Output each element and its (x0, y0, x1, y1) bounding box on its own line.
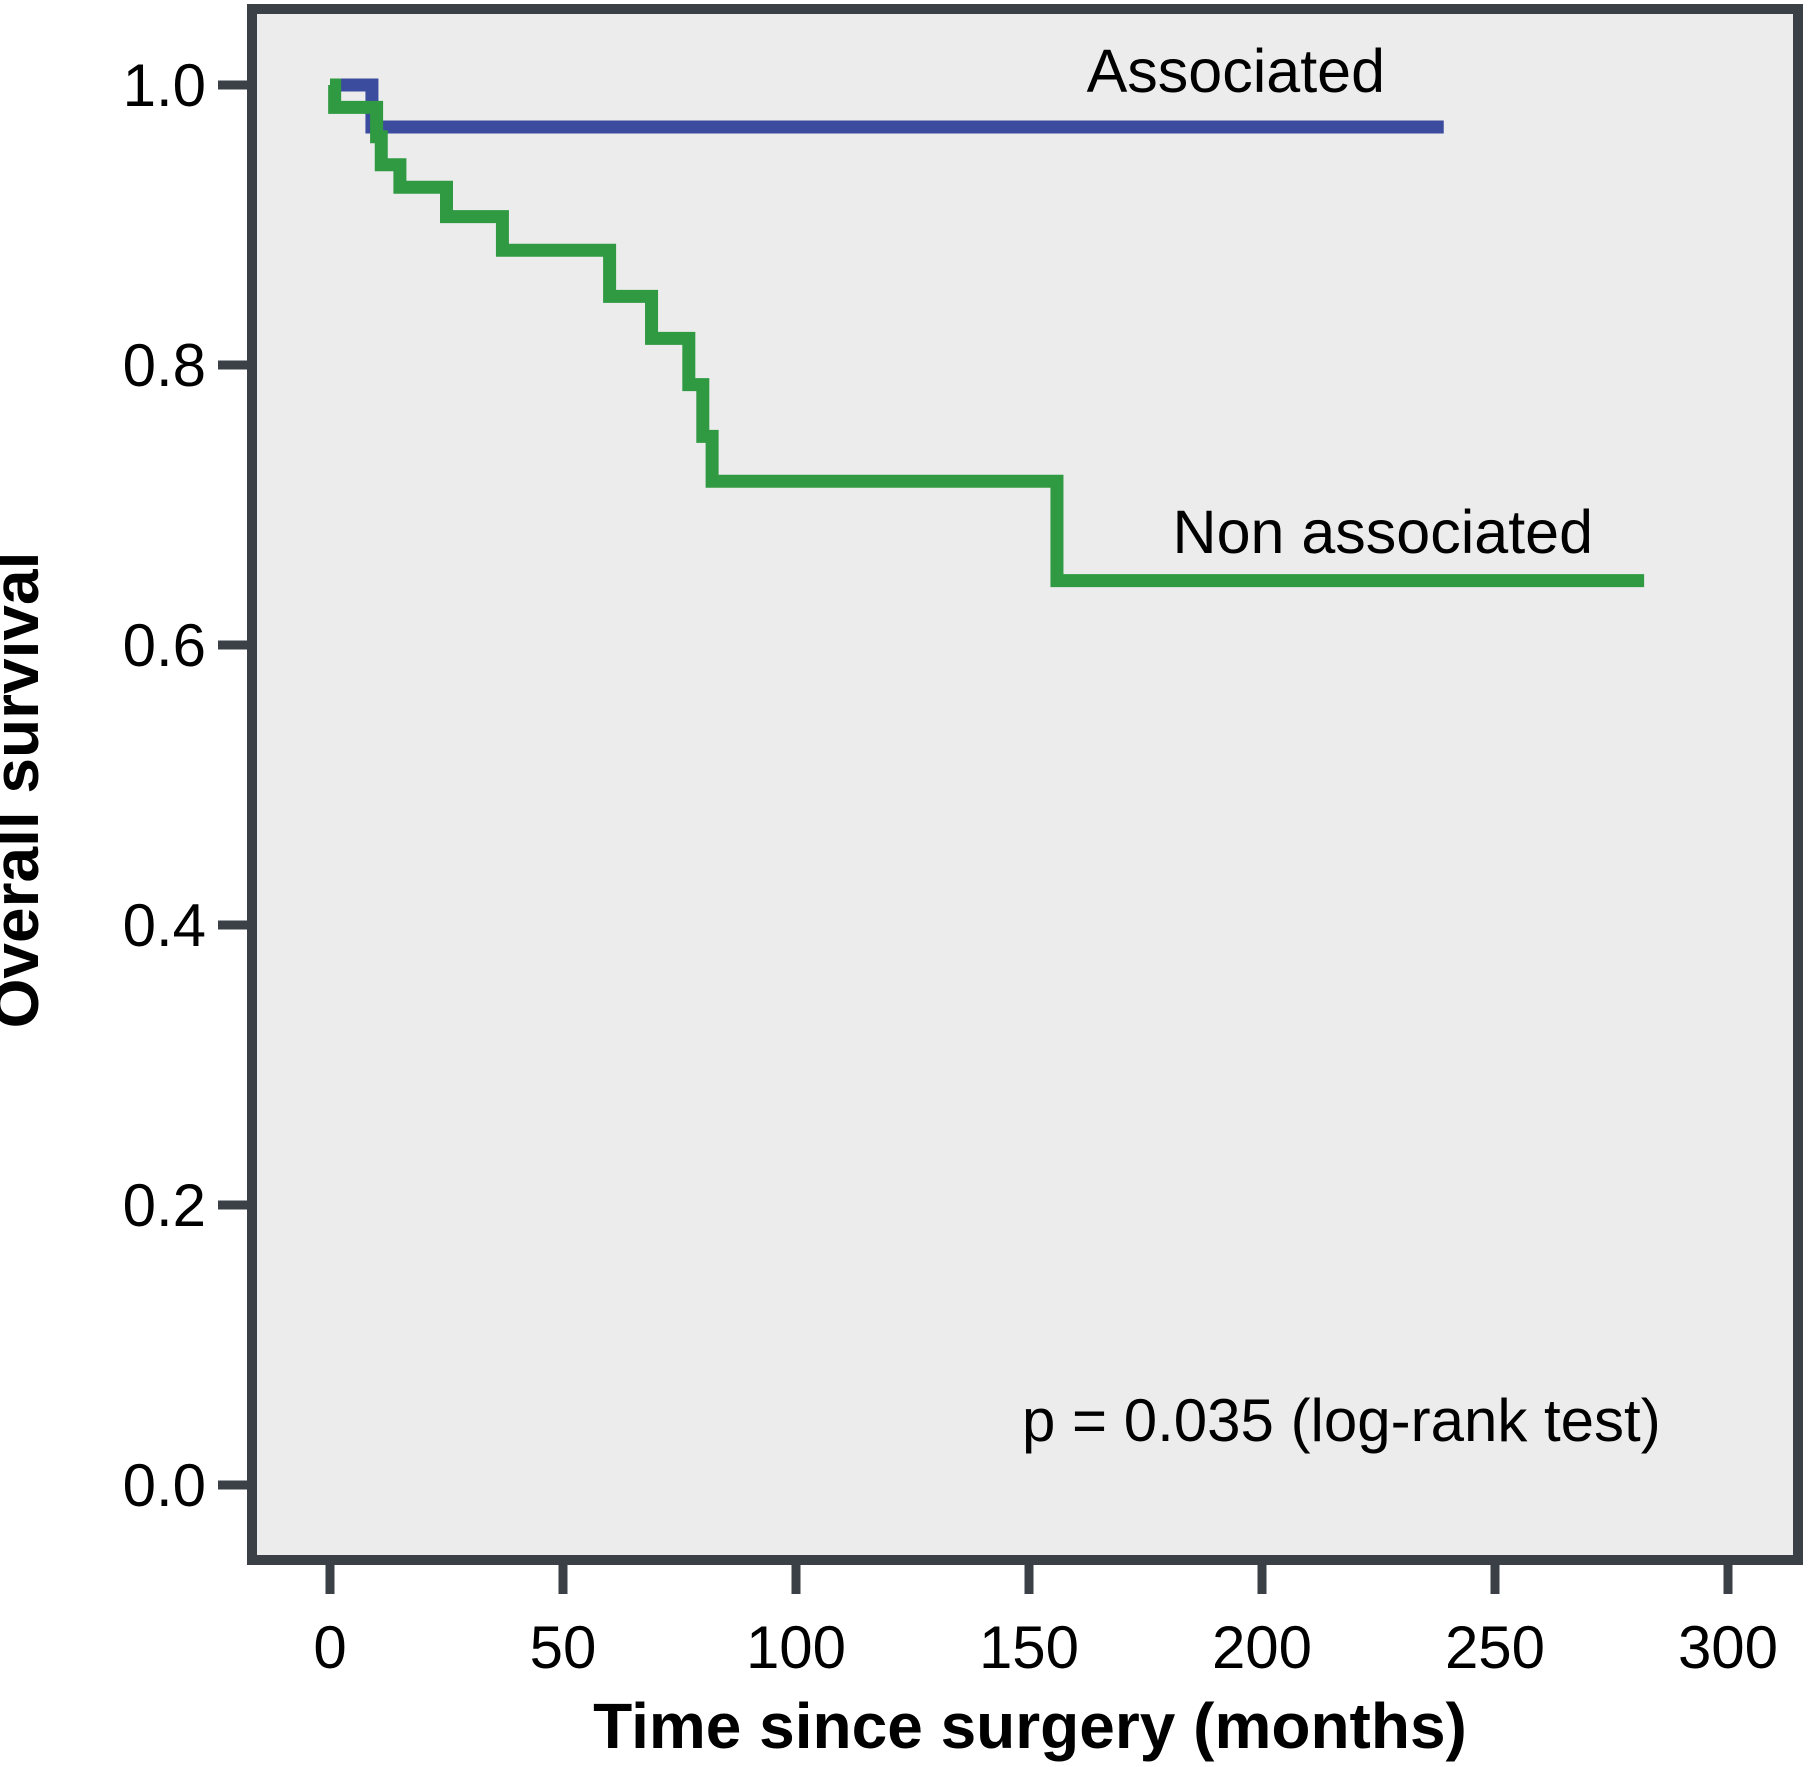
survival-curves (328, 78, 1645, 588)
y-tick-label: 0.4 (123, 892, 206, 959)
p-value-annotation: p = 0.035 (log-rank test) (1022, 1387, 1661, 1454)
x-tick-label: 250 (1445, 1614, 1545, 1681)
x-axis-title: Time since surgery (months) (593, 1690, 1467, 1762)
x-tick-label: 200 (1212, 1614, 1312, 1681)
x-tick-label: 0 (313, 1614, 346, 1681)
y-axis-ticks: 1.0 0.8 0.6 0.4 0.2 0.0 (123, 52, 252, 1519)
y-tick-label: 0.8 (123, 332, 206, 399)
y-tick-label: 1.0 (123, 52, 206, 119)
series-label-non-associated: Non associated (1173, 498, 1593, 566)
y-tick-label: 0.6 (123, 612, 206, 679)
series-label-associated: Associated (1087, 37, 1385, 105)
plot-panel (247, 4, 1803, 1565)
x-tick-label: 150 (979, 1614, 1079, 1681)
x-tick-label: 300 (1678, 1614, 1778, 1681)
survival-curve-non-associated (328, 78, 1645, 588)
y-tick-label: 0.0 (123, 1452, 206, 1519)
x-axis-ticks: 0 50 100 150 200 250 300 (313, 1560, 1778, 1681)
x-tick-label: 50 (530, 1614, 597, 1681)
y-axis-title: Overall survival (0, 552, 52, 1029)
x-tick-label: 100 (746, 1614, 846, 1681)
y-tick-label: 0.2 (123, 1172, 206, 1239)
